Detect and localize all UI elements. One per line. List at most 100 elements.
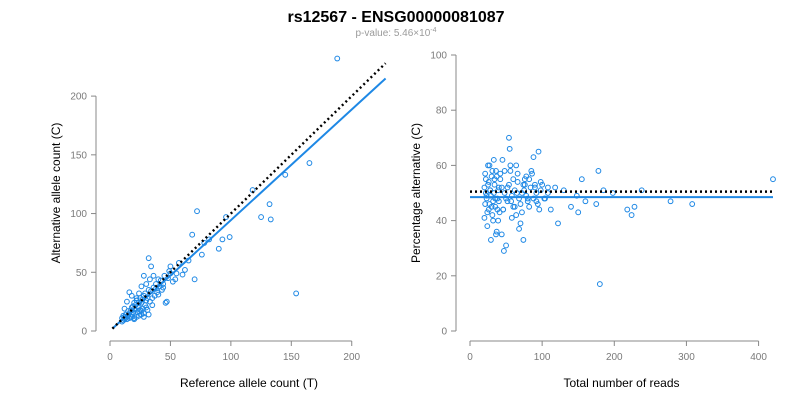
data-point: [485, 179, 492, 185]
data-point: [133, 295, 140, 302]
data-point: [497, 170, 504, 177]
x-tick-label: 200: [606, 352, 623, 363]
data-point: [162, 299, 169, 306]
data-point: [523, 173, 530, 180]
data-point: [529, 170, 535, 177]
data-point: [631, 203, 638, 210]
data-point: [293, 290, 300, 297]
data-point: [282, 171, 289, 178]
data-point: [528, 168, 535, 174]
data-point: [547, 206, 554, 213]
data-point: [524, 198, 531, 205]
data-point: [524, 195, 531, 202]
data-point: [595, 168, 602, 174]
data-point: [539, 181, 546, 188]
data-point: [545, 184, 551, 191]
data-point: [495, 198, 502, 205]
data-point: [136, 308, 142, 314]
data-point: [146, 276, 153, 283]
x-tick-label: 0: [467, 352, 473, 363]
data-point: [169, 278, 176, 285]
data-point: [503, 195, 509, 202]
data-point: [514, 170, 521, 177]
data-point: [215, 245, 222, 252]
data-point: [481, 214, 488, 221]
data-point: [537, 179, 544, 185]
data-point: [520, 237, 527, 243]
data-point: [530, 195, 537, 202]
data-point: [500, 206, 507, 213]
data-point: [495, 187, 502, 194]
data-point: [179, 271, 186, 278]
data-point: [488, 203, 495, 210]
data-point: [267, 216, 274, 223]
data-point: [490, 217, 496, 224]
data-point: [521, 176, 528, 183]
data-point: [126, 289, 133, 296]
y-tick-label: 60: [436, 161, 448, 172]
data-point: [526, 203, 533, 210]
data-point: [689, 201, 696, 207]
data-point: [523, 192, 530, 199]
data-point: [148, 263, 154, 270]
pvalue-exponent: -4: [430, 27, 436, 34]
data-point: [494, 195, 501, 202]
data-point: [493, 168, 499, 174]
y-tick-label: 20: [436, 271, 448, 282]
y-tick-label: 80: [436, 106, 448, 117]
data-point: [508, 214, 515, 221]
y-tick-label: 100: [70, 209, 87, 220]
data-point: [516, 195, 522, 202]
data-point: [493, 231, 499, 238]
data-point: [482, 170, 489, 177]
data-point: [520, 181, 527, 188]
x-axis-label: Total number of reads: [563, 376, 679, 390]
x-tick-label: 400: [750, 352, 767, 363]
scatter-plot-left: 0 50 100 150 200 0 50 100 150 200 Reference allele…: [49, 55, 387, 390]
data-point: [182, 267, 188, 273]
data-point: [484, 223, 491, 230]
data-point: [535, 148, 542, 155]
data-point: [140, 314, 147, 320]
data-point: [582, 198, 589, 205]
data-point: [510, 203, 517, 210]
x-tick-label: 0: [107, 352, 113, 363]
data-point: [150, 272, 157, 279]
data-point: [494, 206, 501, 213]
data-point: [501, 190, 508, 196]
data-point: [306, 160, 313, 166]
y-tick-label: 50: [76, 268, 88, 279]
data-point: [191, 276, 198, 283]
data-point: [488, 237, 494, 243]
data-point: [219, 236, 226, 243]
data-point: [503, 242, 509, 249]
data-point: [498, 184, 505, 191]
data-point: [513, 162, 520, 169]
x-axis-label: Reference allele count (T): [180, 376, 318, 390]
x-tick-label: 50: [165, 352, 177, 363]
data-point: [155, 276, 162, 283]
y-tick-label: 200: [70, 92, 87, 103]
data-point: [167, 263, 174, 270]
data-point: [507, 162, 514, 169]
data-point: [501, 168, 508, 174]
data-point: [508, 198, 515, 205]
data-point: [121, 305, 128, 312]
data-point: [511, 187, 518, 194]
data-point: [495, 217, 502, 224]
data-point: [593, 201, 600, 207]
data-point: [484, 209, 491, 216]
x-tick-label: 100: [534, 352, 551, 363]
figure-subtitle: p-value: 5.46×10-4: [355, 27, 436, 39]
data-point: [488, 173, 495, 180]
data-point: [160, 284, 167, 291]
data-point: [609, 190, 616, 196]
x-tick-label: 100: [223, 352, 240, 363]
data-point: [485, 162, 491, 169]
data-point: [628, 212, 635, 218]
data-point: [491, 181, 498, 188]
data-point: [542, 195, 548, 202]
data-point: [516, 225, 522, 232]
reference-line: [111, 62, 387, 330]
data-point: [266, 201, 273, 208]
